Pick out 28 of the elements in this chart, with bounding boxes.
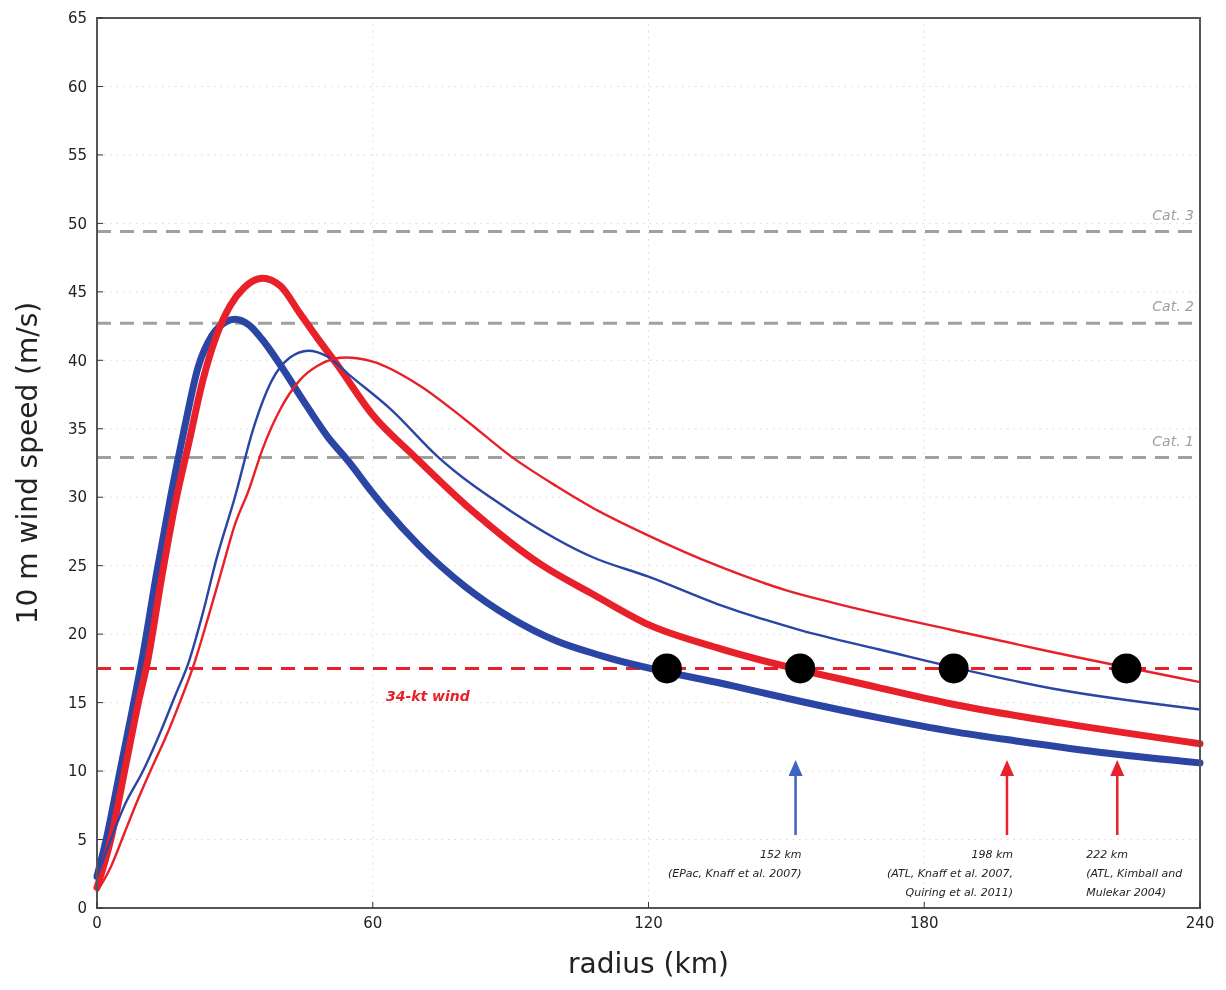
y-tick-label: 35 [67,420,87,439]
ref-line-label: Cat. 2 [1152,298,1195,315]
y-tick-label: 15 [67,693,87,712]
annotation: 198 km (ATL, Knaff et al. 2007, Quiring et al. 2011) [886,848,1013,899]
y-tick-label: 25 [67,556,87,575]
ref-line-label: 34-kt wind [385,688,471,705]
y-axis-title: 10 m wind speed (m/s) [11,301,44,625]
y-tick-label: 50 [67,214,87,233]
x-tick-label: 180 [909,914,939,932]
y-tick-label: 40 [67,351,87,370]
y-tick-label: 30 [67,488,87,507]
y-tick-label: 60 [67,77,87,96]
y-tick-label: 55 [67,146,87,165]
ref-line-label: Cat. 1 [1152,432,1194,449]
y-tick-label: 45 [67,283,87,302]
ref-line-label: Cat. 3 [1152,206,1194,223]
x-tick-label: 240 [1185,914,1215,932]
y-tick-label: 10 [67,762,87,781]
x-tick-label: 120 [634,914,663,932]
annotation: 222 km (ATL, Kimball and Mulekar 2004) [1086,848,1184,899]
x-axis-title: radius (km) [568,947,729,980]
y-tick-label: 65 [67,9,87,28]
y-tick-label: 5 [77,830,87,849]
y-tick-label: 0 [77,899,87,918]
y-tick-label: 20 [67,625,87,644]
x-tick-label: 0 [92,914,102,932]
annotation: 152 km (EPac, Knaff et al. 2007) [667,848,802,880]
x-tick-label: 60 [363,914,383,932]
